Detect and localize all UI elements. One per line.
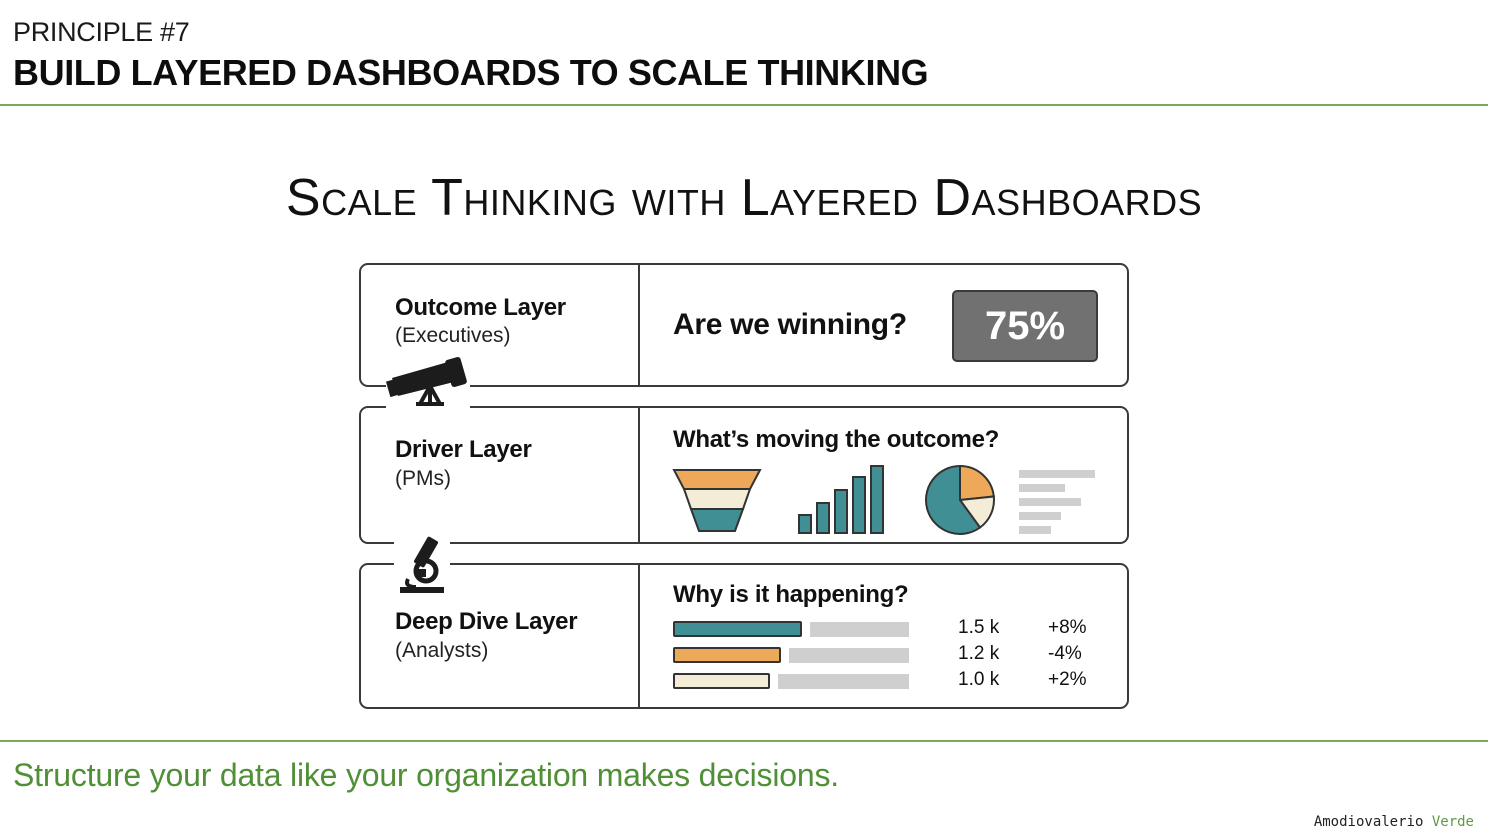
layer-question: Why is it happening? xyxy=(673,581,909,608)
layer-audience: (Executives) xyxy=(395,324,511,347)
metric-value: 1.5 k xyxy=(958,617,1000,638)
metric-change: +8% xyxy=(1048,617,1087,638)
layer-divider xyxy=(638,565,640,707)
headline: BUILD LAYERED DASHBOARDS TO SCALE THINKI… xyxy=(13,52,929,93)
metric-bar xyxy=(673,647,781,663)
metric-bar-track xyxy=(778,674,909,689)
credit-accent: Verde xyxy=(1431,814,1474,830)
telescope-icon xyxy=(385,356,470,408)
author-credit: Amodiovalerio Verde xyxy=(1314,814,1474,830)
metric-bar xyxy=(673,621,802,637)
kpi-value: 75% xyxy=(952,290,1098,362)
layer-name: Deep Dive Layer xyxy=(395,608,578,635)
layer-question: What’s moving the outcome? xyxy=(673,426,999,453)
pie-chart-icon xyxy=(925,464,995,535)
layer-question: Are we winning? xyxy=(673,308,907,341)
layer-divider xyxy=(638,408,640,542)
metric-value: 1.2 k xyxy=(958,643,1000,664)
bar-chart-icon xyxy=(798,465,884,534)
principle-label: PRINCIPLE #7 xyxy=(13,17,190,47)
text-lines-icon xyxy=(1019,470,1095,534)
layer-name: Outcome Layer xyxy=(395,294,566,321)
outcome-layer-card: Outcome Layer (Executives) Are we winnin… xyxy=(359,263,1129,387)
layer-audience: (PMs) xyxy=(395,467,451,490)
layer-audience: (Analysts) xyxy=(395,639,489,662)
layer-name: Driver Layer xyxy=(395,436,532,463)
driver-layer-card: Driver Layer (PMs) What’s moving the out… xyxy=(359,406,1129,544)
tagline: Structure your data like your organizati… xyxy=(13,757,839,793)
top-divider xyxy=(0,104,1488,106)
bottom-divider xyxy=(0,740,1488,742)
metric-change: +2% xyxy=(1048,669,1087,690)
funnel-chart-icon xyxy=(672,469,762,532)
metric-bar-track xyxy=(789,648,909,663)
deep-dive-layer-card: Deep Dive Layer (Analysts) Why is it hap… xyxy=(359,563,1129,709)
layer-divider xyxy=(638,265,640,385)
diagram-title: Scale Thinking with Layered Dashboards xyxy=(285,169,1203,227)
microscope-icon xyxy=(394,535,450,595)
credit-name: Amodiovalerio xyxy=(1313,814,1424,830)
metric-bar-track xyxy=(810,622,909,637)
metric-bar xyxy=(673,673,770,689)
metric-value: 1.0 k xyxy=(958,669,1000,690)
metric-change: -4% xyxy=(1048,643,1082,664)
